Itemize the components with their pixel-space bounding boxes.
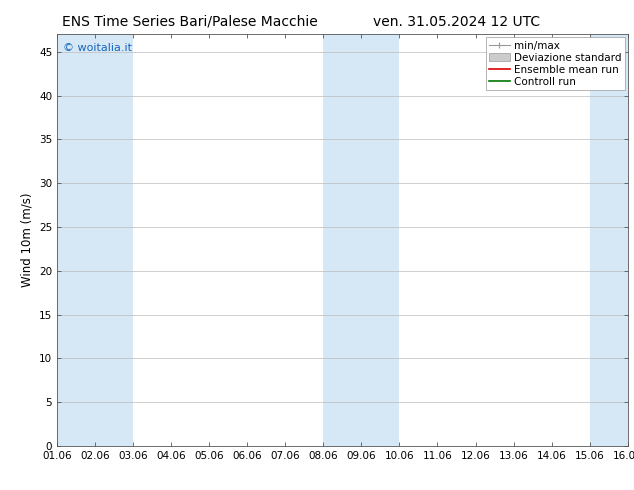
Bar (323, 34, 361, 446)
Bar (95, 34, 133, 446)
Bar (590, 34, 628, 446)
Bar (57, 34, 95, 446)
Text: ven. 31.05.2024 12 UTC: ven. 31.05.2024 12 UTC (373, 15, 540, 29)
Legend: min/max, Deviazione standard, Ensemble mean run, Controll run: min/max, Deviazione standard, Ensemble m… (486, 37, 624, 90)
Text: ENS Time Series Bari/Palese Macchie: ENS Time Series Bari/Palese Macchie (62, 15, 318, 29)
Bar (361, 34, 399, 446)
Y-axis label: Wind 10m (m/s): Wind 10m (m/s) (20, 193, 34, 287)
Text: © woitalia.it: © woitalia.it (63, 43, 132, 52)
